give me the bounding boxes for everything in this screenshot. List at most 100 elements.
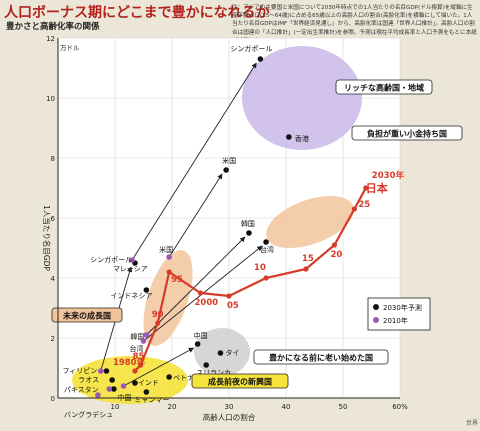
japan-year-label: 25 [358,200,370,210]
point-2010-label: シンガポール [90,255,132,264]
point-2030-label: スリランカ [196,369,231,377]
legend-marker [373,317,379,323]
group-blob-emerging [72,356,188,404]
japan-name-label: 日本 [366,181,388,195]
x-tick-label: 10 [111,403,120,411]
point-2030-label: 米国 [222,156,236,165]
japan-year-label: 10 [254,263,266,273]
point-2030-label: マレーシア [113,265,148,273]
japan-year-label: 15 [302,254,314,264]
x-axis-label: 高齢人口の割合 [203,412,256,422]
japan-year-label: 2000 [195,298,219,308]
point-2030-label: フィリピン [62,367,97,375]
point-2010-label: 韓国 [130,332,144,341]
point-2030-label: 香港 [295,134,309,143]
point-2010 [95,392,101,398]
y-tick-label: 6 [51,215,56,223]
point-2030-label: インドネシア [110,292,152,300]
japan-point [132,368,138,374]
point-2010 [143,332,150,338]
point-2030-label: 中国 [194,331,208,340]
point-2030-label: タイ [225,348,239,357]
page-title: 人口ボーナス期にどこまで豊かになれるか [4,5,270,21]
point-2030 [111,386,117,392]
point-2030 [103,368,110,374]
point-2030 [263,239,269,245]
point-2010-label: 台湾 [130,344,144,353]
legend-box [367,297,431,331]
point-2010 [97,368,104,374]
x-tick-label: 50 [339,403,348,411]
point-2010 [140,338,147,344]
legend-label: 2030年予測 [383,303,422,312]
point-2030-label: シンガポール [230,44,272,53]
footer-text: 世界 [465,420,478,427]
x-tick-label: 20 [168,403,177,411]
japan-year-label: 85 [133,352,145,362]
japan-point [363,185,369,191]
legend-label: 2010年 [383,316,408,325]
y-tick-label: 10 [46,95,55,103]
point-2030 [166,374,172,380]
japan-point [138,362,144,368]
japan-point [155,320,161,326]
y-tick-label: 4 [51,275,56,283]
point-2010 [120,383,127,389]
point-2030-label: 韓国 [241,219,255,228]
point-2030-label: インド [138,379,159,387]
callout-burdened-box [351,125,463,141]
japan-point [351,206,357,212]
japan-point [166,269,172,275]
callout-aging-early-box [253,349,389,365]
chart-subtitle: 豊かさと高齢化率の関係 [6,22,100,32]
japan-point [331,242,338,248]
point-2010 [106,386,113,392]
x-tick-label: 30 [225,403,234,411]
callout-future-growth-label: 未来の成長国 [62,311,111,321]
callout-emerging-label: 成長前夜の新興国 [208,377,272,387]
x-tick-label: 60% [392,403,408,411]
point-2030-label: ラオス [78,376,99,384]
trajectory-arrow [168,173,223,258]
point-2030 [286,134,292,140]
japan-point [263,275,269,281]
callout-future-growth-box [51,307,123,323]
point-2030-label: ミャンマー [134,396,169,404]
japan-year-label: 95 [171,275,183,285]
group-blob-rich [242,46,362,150]
japan-year-label: 1980年 [113,357,146,368]
point-2010-label: バングラデシュ [64,410,113,419]
point-2010-label: 米国 [159,245,173,254]
trajectory-arrow [146,236,246,336]
y-tick-label: 2 [51,335,55,343]
y-tick-label: 8 [51,155,55,163]
point-2030 [257,56,264,62]
japan-year-label: 20 [330,250,342,260]
japan-point [226,293,232,299]
point-2030 [132,380,138,386]
point-2030 [143,287,150,293]
japan-year-label: 90 [152,310,164,320]
point-2030 [246,230,252,236]
point-2030-label: 台湾 [260,245,274,254]
point-2030-label: ベトナム [173,374,201,382]
trajectory-arrow [123,347,195,387]
point-2030 [109,377,115,383]
y-tick-label: 0 [51,395,55,403]
trajectory-arrow [131,62,257,261]
callout-rich-box [335,79,433,95]
point-2010 [129,257,135,263]
point-2030 [203,362,209,368]
y-tick-label: 12 [46,35,55,43]
point-2030-label: パキスタン [64,385,99,394]
point-2010 [166,254,172,260]
point-2030 [143,389,150,395]
y-axis-label: 1人当たり名目GDP [42,205,52,271]
callout-burdened-label: 負担が重い小金持ち国 [367,129,447,139]
japan-point [197,290,204,296]
point-2030 [194,341,201,347]
y-unit-label: 万ドル [60,44,80,52]
callout-emerging-box [191,373,289,389]
x-tick-label: 40 [282,403,291,411]
